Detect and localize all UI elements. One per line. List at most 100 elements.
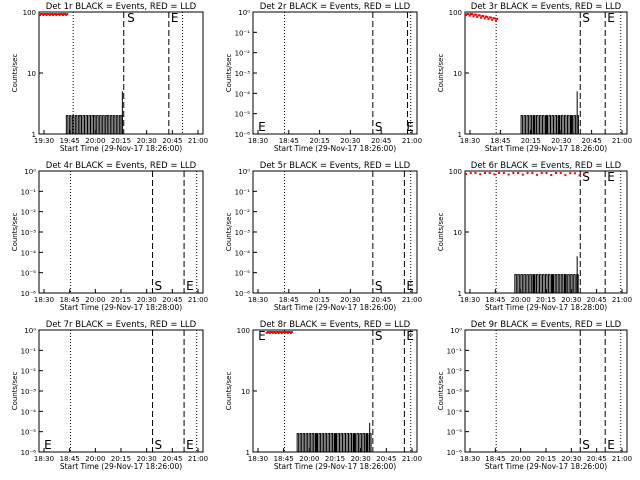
marker-S: S — [582, 438, 590, 452]
lld-point — [483, 172, 486, 174]
x-axis-label: Start Time (29-Nov-17 18:26:00) — [274, 303, 396, 312]
x-tick-label: 20:15 — [325, 455, 345, 463]
x-tick-label: 21:00 — [612, 137, 632, 145]
lld-point — [478, 14, 481, 17]
panel-p3: Det 3r BLACK = Events, RED = LLD Counts/s… — [437, 2, 632, 153]
y-tick-label: 10⁻¹ — [21, 188, 37, 196]
marker-E: E — [607, 11, 615, 25]
lld-point — [53, 13, 56, 15]
lld-point — [56, 13, 59, 15]
y-axis-label: Counts/sec — [11, 54, 19, 93]
lld-point — [59, 13, 62, 15]
lld-point — [468, 14, 471, 17]
y-tick-label: 10 — [453, 229, 462, 237]
lld-point — [279, 331, 282, 333]
lld-point — [64, 13, 67, 15]
y-tick-label: 1 — [458, 131, 462, 139]
lld-point — [44, 13, 47, 15]
x-tick-label: 20:00 — [299, 455, 319, 463]
x-tick-label: 20:45 — [371, 296, 391, 304]
x-tick-label: 20:15 — [536, 296, 556, 304]
marker-E: E — [406, 120, 414, 134]
lld-point — [479, 173, 482, 176]
marker-E: E — [607, 438, 615, 452]
plot-frame — [38, 329, 204, 453]
lld-point — [43, 13, 46, 15]
lld-point — [265, 332, 268, 334]
panel-title: Det 6r BLACK = Events, RED = LLD — [471, 161, 622, 171]
panel-p5: Det 5r BLACK = Events, RED = LLD Counts/s… — [225, 161, 422, 312]
y-axis-label: Counts/sec — [437, 372, 445, 411]
lld-point — [482, 15, 485, 18]
lld-point — [281, 331, 284, 333]
lld-point — [550, 173, 553, 176]
lld-point — [489, 16, 492, 19]
x-tick-label: 20:15 — [111, 455, 131, 463]
x-axis-label: Start Time (29-Nov-17 18:26:00) — [485, 462, 607, 471]
lld-point — [274, 332, 277, 334]
y-tick-label: 10⁻² — [21, 209, 37, 217]
lld-point — [554, 172, 557, 175]
events-series — [520, 91, 579, 134]
x-tick-label: 20:15 — [536, 455, 556, 463]
lld-point — [540, 172, 543, 174]
x-axis-label: Start Time (29-Nov-17 18:26:00) — [60, 144, 182, 153]
lld-point — [51, 13, 54, 15]
x-tick-label: 18:45 — [490, 137, 510, 145]
lld-point — [52, 14, 55, 16]
y-tick-label: 10 — [453, 70, 462, 78]
lld-point — [45, 14, 48, 16]
lld-point — [481, 14, 484, 17]
lld-point — [469, 172, 472, 174]
y-tick-label: 10⁻⁶ — [447, 449, 463, 457]
lld-point — [49, 13, 52, 15]
lld-point — [545, 172, 548, 174]
lld-point — [289, 332, 292, 334]
lld-point — [271, 332, 274, 334]
x-tick-label: 20:00 — [85, 137, 105, 145]
x-tick-label: 21:00 — [402, 455, 422, 463]
y-tick-label: 10⁰ — [238, 9, 250, 17]
y-tick-label: 1 — [458, 290, 462, 298]
lld-point — [65, 14, 68, 16]
x-tick-label: 20:15 — [310, 137, 330, 145]
marker-E: E — [406, 329, 414, 343]
x-tick-label: 21:00 — [402, 296, 422, 304]
lld-point — [559, 172, 562, 175]
panel-title: Det 2r BLACK = Events, RED = LLD — [260, 2, 411, 12]
marker-S: S — [375, 329, 383, 343]
x-tick-label: 18:30 — [460, 296, 480, 304]
lld-point — [479, 16, 482, 19]
y-tick-label: 10⁻⁴ — [21, 408, 37, 416]
lld-point — [486, 15, 489, 18]
y-tick-label: 10⁻² — [235, 209, 251, 217]
panel-title: Det 4r BLACK = Events, RED = LLD — [46, 161, 197, 171]
x-tick-label: 18:30 — [248, 455, 268, 463]
lld-point — [512, 172, 515, 174]
lld-point — [58, 14, 61, 16]
lld-point — [40, 13, 43, 15]
x-tick-label: 20:00 — [85, 296, 105, 304]
lld-point — [564, 174, 567, 177]
x-tick-label: 18:30 — [34, 296, 54, 304]
x-tick-label: 20:00 — [511, 296, 531, 304]
lld-point — [536, 173, 539, 176]
lld-point — [477, 14, 480, 17]
events-series — [65, 91, 123, 134]
x-tick-label: 18:45 — [60, 455, 80, 463]
marker-S: S — [375, 279, 383, 293]
marker-E: E — [186, 279, 194, 293]
lld-point — [465, 14, 467, 16]
marker-S: S — [155, 279, 163, 293]
lld-point — [578, 174, 581, 177]
x-axis-label: Start Time (29-Nov-17 18:28:00) — [485, 303, 607, 312]
lld-point — [496, 17, 499, 20]
panel-p1: Det 1r BLACK = Events, RED = LLD Counts/s… — [11, 2, 208, 153]
lld-point — [493, 173, 496, 176]
x-tick-label: 18:45 — [274, 455, 294, 463]
marker-S: S — [582, 170, 590, 184]
lld-point — [270, 331, 273, 333]
lld-point — [466, 13, 469, 15]
panel-title: Det 7r BLACK = Events, RED = LLD — [46, 320, 197, 330]
x-tick-label: 18:45 — [485, 296, 505, 304]
